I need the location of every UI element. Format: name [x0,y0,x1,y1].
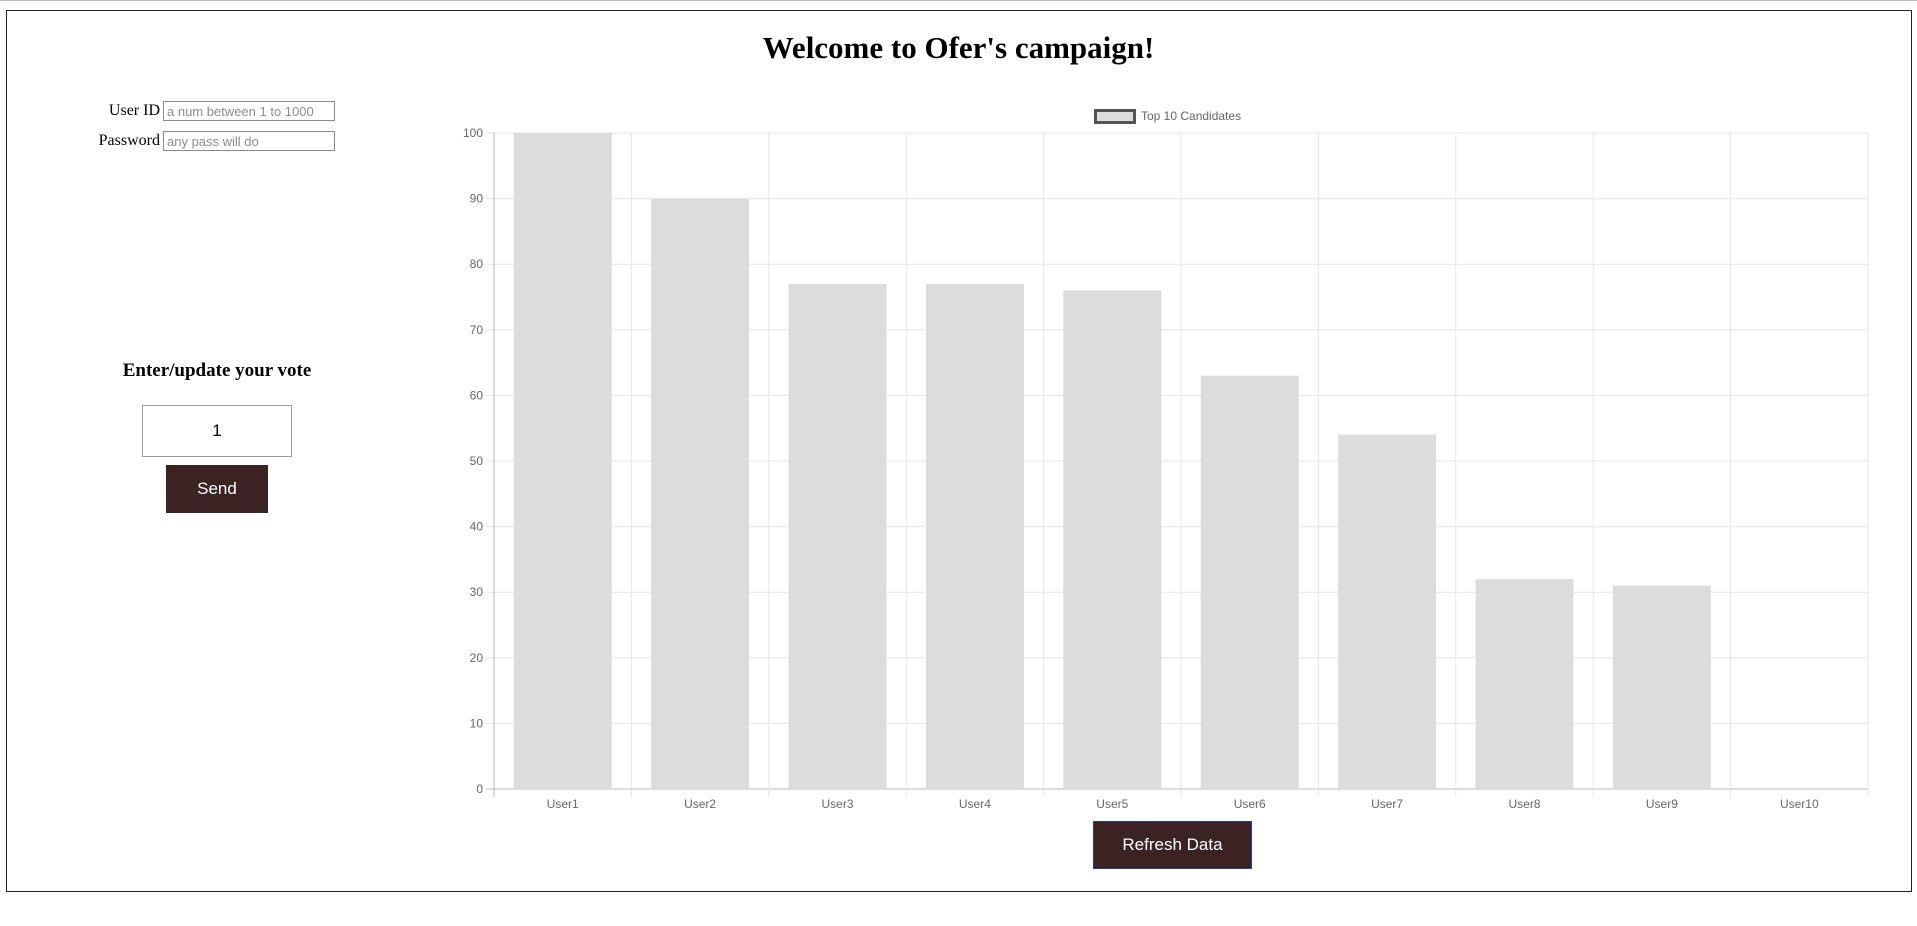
password-label: Password [98,132,160,149]
chart-bar [1475,579,1574,789]
x-tick-label: User8 [1508,797,1540,811]
y-tick-label: 100 [463,126,483,140]
y-tick-label: 70 [470,323,484,337]
y-tick-label: 90 [470,192,484,206]
y-tick-label: 10 [470,716,484,730]
y-tick-label: 40 [470,520,484,534]
user-id-row: User ID [70,101,370,121]
password-row: Password [70,131,370,151]
refresh-data-button[interactable]: Refresh Data [1093,821,1252,869]
user-id-label: User ID [108,102,160,119]
vote-input[interactable] [142,405,292,457]
x-tick-label: User9 [1646,797,1678,811]
chart-bar [925,283,1024,789]
legend-label: Top 10 Candidates [1141,109,1241,123]
y-tick-label: 30 [470,585,484,599]
y-tick-label: 80 [470,257,484,271]
y-tick-label: 60 [470,388,484,402]
page-frame [6,10,1912,892]
chart-bar [651,198,750,790]
top-border [0,0,1917,1]
x-tick-label: User4 [959,797,991,811]
send-button[interactable]: Send [166,465,268,513]
chart-bar [513,133,612,789]
chart-bar [788,283,887,789]
chart-bar [1200,375,1299,789]
chart-bar [1063,290,1162,789]
chart-bar [1338,434,1437,789]
page-title: Welcome to Ofer's campaign! [762,30,1155,65]
user-id-input[interactable] [163,101,335,121]
x-tick-label: User7 [1371,797,1403,811]
y-tick-label: 0 [476,782,483,796]
x-tick-label: User5 [1096,797,1128,811]
x-tick-label: User3 [821,797,853,811]
x-tick-label: User10 [1780,797,1819,811]
legend-swatch [1094,109,1136,124]
password-input[interactable] [163,131,335,151]
y-tick-label: 20 [470,651,484,665]
chart-bar [1612,585,1711,789]
vote-heading: Enter/update your vote [122,360,312,381]
x-tick-label: User2 [684,797,716,811]
x-tick-label: User6 [1234,797,1266,811]
y-tick-label: 50 [470,454,484,468]
x-tick-label: User1 [547,797,579,811]
